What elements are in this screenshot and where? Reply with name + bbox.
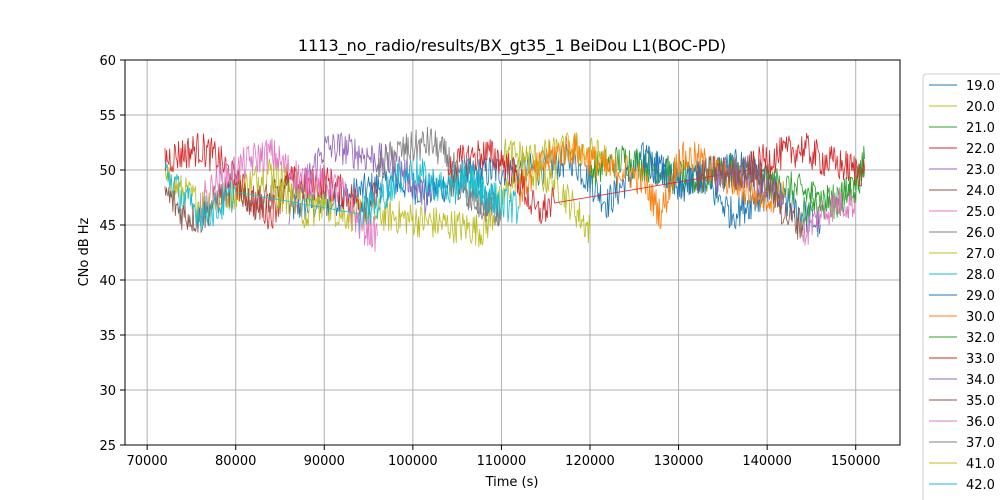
x-tick-label: 90000 bbox=[304, 454, 345, 469]
legend-label: 33.0 bbox=[966, 352, 995, 367]
y-axis: 25 30 35 40 45 50 55 60 bbox=[99, 54, 125, 454]
legend-label: 25.0 bbox=[966, 205, 995, 220]
legend-label: 21.0 bbox=[966, 121, 995, 136]
legend-label: 41.0 bbox=[966, 457, 995, 472]
x-tick-label: 110000 bbox=[477, 454, 527, 469]
series-line-36.0 bbox=[802, 187, 857, 246]
x-tick-label: 120000 bbox=[565, 454, 615, 469]
legend-label: 42.0 bbox=[966, 478, 995, 493]
series-line-26.0 bbox=[377, 126, 502, 227]
legend-label: 22.0 bbox=[966, 142, 995, 157]
plot-lines bbox=[164, 126, 865, 252]
series-line-42.0 bbox=[164, 156, 502, 232]
legend-label: 29.0 bbox=[966, 289, 995, 304]
series-line-35.0 bbox=[695, 154, 803, 240]
plot-area bbox=[124, 59, 901, 446]
y-tick-label: 60 bbox=[99, 54, 116, 69]
y-tick-label: 30 bbox=[99, 384, 116, 399]
x-tick-label: 150000 bbox=[831, 454, 881, 469]
series-line-25.0 bbox=[199, 138, 378, 252]
legend: 19.0 20.0 21.0 22.0 23.0 24.0 25.0 26.0 27.0 28.0… bbox=[922, 73, 1000, 500]
series-line-34.0 bbox=[713, 155, 786, 214]
legend-label: 23.0 bbox=[966, 163, 995, 178]
legend-label: 20.0 bbox=[966, 100, 995, 115]
series-line-29.0 bbox=[642, 144, 768, 230]
y-tick-label: 55 bbox=[99, 109, 116, 124]
x-tick-label: 140000 bbox=[742, 454, 792, 469]
x-axis: 70000 80000 90000 100000 110000 120000 130000 1… bbox=[126, 445, 881, 469]
legend-label: 28.0 bbox=[966, 268, 995, 283]
x-tick-label: 130000 bbox=[654, 454, 704, 469]
legend-label: 19.0 bbox=[966, 79, 995, 94]
legend-label: 24.0 bbox=[966, 184, 995, 199]
series-line-33.0 bbox=[447, 132, 865, 224]
legend-label: 37.0 bbox=[966, 436, 995, 451]
y-tick-label: 35 bbox=[99, 329, 116, 344]
legend-label: 36.0 bbox=[966, 415, 995, 430]
x-tick-label: 70000 bbox=[126, 454, 167, 469]
series-line-22.0 bbox=[164, 132, 378, 230]
legend-label: 35.0 bbox=[966, 394, 995, 409]
legend-label: 26.0 bbox=[966, 226, 995, 241]
chart-title: 1113_no_radio/results/BX_gt35_1 BeiDou L… bbox=[298, 36, 726, 56]
y-tick-label: 45 bbox=[99, 219, 116, 234]
y-tick-label: 25 bbox=[99, 439, 116, 454]
x-tick-label: 100000 bbox=[388, 454, 438, 469]
y-axis-title: CNo dB Hz bbox=[77, 217, 92, 286]
legend-label: 32.0 bbox=[966, 331, 995, 346]
x-tick-label: 80000 bbox=[215, 454, 256, 469]
legend-label: 27.0 bbox=[966, 247, 995, 262]
y-tick-label: 50 bbox=[99, 164, 116, 179]
x-axis-title: Time (s) bbox=[485, 475, 539, 490]
y-tick-label: 40 bbox=[99, 274, 116, 289]
series-line-30.0 bbox=[518, 132, 786, 230]
legend-box bbox=[922, 73, 1000, 500]
series-line-41.0 bbox=[270, 175, 325, 229]
legend-label: 30.0 bbox=[966, 310, 995, 325]
legend-label: 34.0 bbox=[966, 373, 995, 388]
grid bbox=[125, 59, 900, 446]
